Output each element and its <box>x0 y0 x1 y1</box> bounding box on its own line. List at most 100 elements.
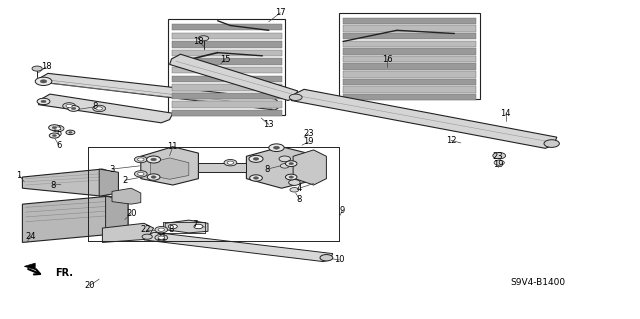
Circle shape <box>49 133 60 138</box>
Circle shape <box>49 125 60 130</box>
Text: 16: 16 <box>382 55 392 63</box>
Text: 19: 19 <box>303 137 314 146</box>
Circle shape <box>253 177 259 179</box>
Circle shape <box>269 144 284 152</box>
Polygon shape <box>246 147 307 188</box>
Circle shape <box>250 175 262 181</box>
Polygon shape <box>339 13 480 99</box>
Circle shape <box>494 160 504 165</box>
Circle shape <box>66 130 75 135</box>
Polygon shape <box>112 188 141 204</box>
Text: 14: 14 <box>500 109 511 118</box>
Polygon shape <box>172 50 282 56</box>
Circle shape <box>142 234 152 239</box>
Circle shape <box>71 107 76 110</box>
Polygon shape <box>343 41 476 47</box>
Circle shape <box>93 105 106 112</box>
Polygon shape <box>172 84 282 91</box>
Polygon shape <box>106 196 128 234</box>
Polygon shape <box>38 94 173 123</box>
Circle shape <box>35 77 52 85</box>
Circle shape <box>158 228 164 231</box>
Text: S9V4-B1400: S9V4-B1400 <box>510 278 565 287</box>
Text: 13: 13 <box>264 120 274 129</box>
Circle shape <box>147 174 160 180</box>
Polygon shape <box>343 71 476 78</box>
Text: 24: 24 <box>26 232 36 241</box>
Polygon shape <box>293 150 326 185</box>
Polygon shape <box>22 196 128 242</box>
Circle shape <box>134 171 147 177</box>
Polygon shape <box>198 163 246 172</box>
Circle shape <box>52 126 57 129</box>
Circle shape <box>289 162 294 165</box>
Circle shape <box>54 127 61 130</box>
Text: 1: 1 <box>17 171 22 180</box>
Polygon shape <box>172 33 282 39</box>
Polygon shape <box>172 67 282 73</box>
Text: 18: 18 <box>41 63 51 71</box>
Circle shape <box>32 66 42 71</box>
Circle shape <box>290 188 299 192</box>
Circle shape <box>138 158 144 161</box>
Text: 21: 21 <box>156 233 166 242</box>
Text: 2: 2 <box>122 176 127 185</box>
Text: 9: 9 <box>340 206 345 215</box>
Text: 4: 4 <box>297 184 302 193</box>
Polygon shape <box>343 33 476 39</box>
Text: FR.: FR. <box>55 268 73 278</box>
Circle shape <box>493 152 506 159</box>
Circle shape <box>96 107 102 110</box>
Polygon shape <box>343 79 476 85</box>
Text: 8: 8 <box>51 181 56 189</box>
Circle shape <box>224 160 237 166</box>
Polygon shape <box>102 223 154 242</box>
Polygon shape <box>172 41 282 48</box>
Circle shape <box>66 104 72 108</box>
Text: 20: 20 <box>84 281 95 290</box>
Text: 11: 11 <box>168 142 178 151</box>
Text: 19: 19 <box>493 160 503 169</box>
Circle shape <box>289 94 302 100</box>
Polygon shape <box>343 56 476 62</box>
Text: 12: 12 <box>446 136 456 145</box>
Circle shape <box>68 106 79 111</box>
Polygon shape <box>172 110 282 116</box>
Text: 8: 8 <box>169 225 174 234</box>
Polygon shape <box>165 220 208 233</box>
Text: 18: 18 <box>193 37 204 46</box>
Polygon shape <box>22 169 118 196</box>
Polygon shape <box>141 147 198 185</box>
Text: 23: 23 <box>493 152 503 161</box>
Polygon shape <box>343 48 476 55</box>
Circle shape <box>168 224 177 229</box>
Circle shape <box>285 161 297 167</box>
Circle shape <box>285 174 297 180</box>
Polygon shape <box>168 19 285 115</box>
Polygon shape <box>40 73 282 110</box>
Circle shape <box>198 36 209 41</box>
Polygon shape <box>343 94 476 100</box>
Circle shape <box>280 164 289 168</box>
Text: 5: 5 <box>56 130 61 138</box>
Text: 22: 22 <box>141 225 151 234</box>
Circle shape <box>151 158 156 161</box>
Circle shape <box>289 176 294 178</box>
Text: 15: 15 <box>220 55 230 63</box>
Polygon shape <box>172 76 282 82</box>
Circle shape <box>52 135 56 137</box>
Text: 7: 7 <box>193 220 198 229</box>
Circle shape <box>151 176 156 178</box>
Circle shape <box>249 155 263 162</box>
Circle shape <box>63 103 76 109</box>
Text: 8: 8 <box>265 165 270 174</box>
Circle shape <box>134 156 147 163</box>
Circle shape <box>253 158 259 160</box>
Text: 8: 8 <box>297 195 302 204</box>
Circle shape <box>320 255 333 261</box>
Text: 3: 3 <box>109 165 115 174</box>
Circle shape <box>227 161 234 164</box>
Polygon shape <box>172 58 282 65</box>
Text: 10: 10 <box>334 256 344 264</box>
Circle shape <box>41 100 46 103</box>
